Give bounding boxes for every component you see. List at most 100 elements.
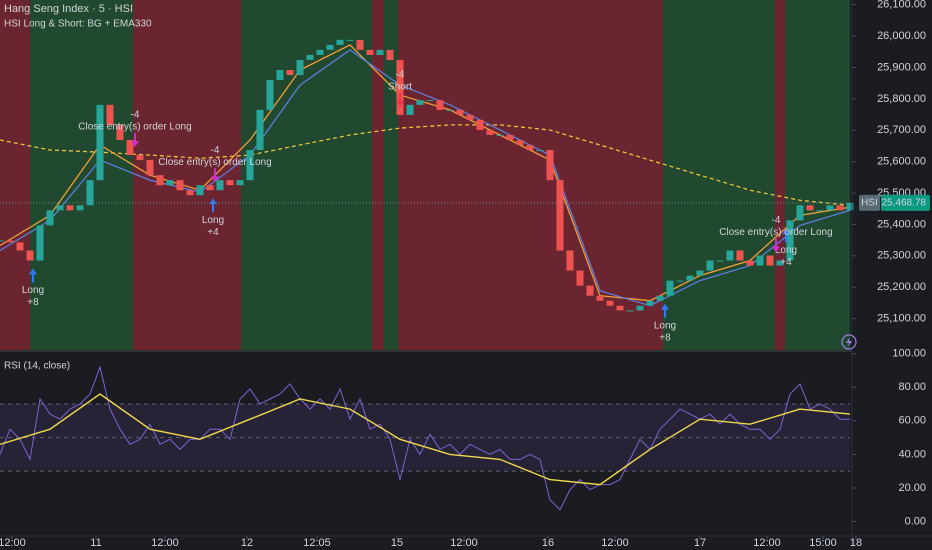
y-tick-label: 20.00	[898, 482, 926, 494]
x-tick-label: 12:00	[450, 537, 478, 549]
exit-arrow	[131, 133, 139, 148]
candle	[546, 150, 554, 181]
candle	[676, 280, 684, 282]
candle	[76, 205, 84, 211]
candle	[286, 70, 294, 76]
candle	[276, 70, 284, 81]
candle	[176, 180, 184, 191]
y-tick-label: 25,400.00	[877, 218, 926, 230]
candle	[736, 250, 744, 261]
y-tick-label: 25,300.00	[877, 250, 926, 262]
candle	[336, 39, 344, 45]
candle	[476, 119, 484, 130]
y-tick-label: 0.00	[905, 515, 926, 527]
x-tick-label: 11	[90, 537, 101, 549]
candle	[246, 150, 254, 181]
order-label: Long	[202, 215, 224, 226]
candle	[326, 44, 334, 50]
candle	[786, 220, 794, 261]
long-arrow	[209, 198, 217, 213]
signal-background	[384, 0, 398, 350]
candle	[806, 205, 814, 211]
candle	[516, 140, 524, 146]
exit-arrow	[211, 168, 219, 183]
candle	[526, 145, 534, 151]
order-label: Long	[775, 245, 797, 256]
x-tick-label: 17	[694, 537, 706, 549]
candle	[726, 250, 734, 261]
y-tick-label: 25,800.00	[877, 93, 926, 105]
candle	[706, 260, 714, 271]
strategy-label: HSI Long & Short: BG + EMA330	[4, 19, 152, 30]
candle	[386, 49, 394, 60]
candle	[486, 129, 494, 135]
candle	[576, 270, 584, 286]
candle	[796, 205, 804, 221]
candle	[266, 80, 274, 110]
candle	[116, 124, 124, 140]
candle	[716, 260, 724, 262]
candle	[446, 109, 454, 111]
x-tick-label: 16	[542, 537, 554, 549]
signal-background	[663, 0, 775, 350]
candle	[306, 54, 314, 60]
signal-background	[398, 0, 663, 350]
candle	[816, 210, 824, 212]
candle	[466, 114, 474, 120]
candle	[166, 180, 174, 186]
x-tick-label: 12:00	[151, 537, 179, 549]
order-qty: +4	[780, 257, 792, 268]
symbol-badge	[859, 194, 880, 211]
order-qty: -4	[772, 215, 781, 226]
candle	[366, 49, 374, 55]
candle	[66, 205, 74, 211]
rsi-title: RSI (14, close)	[4, 361, 70, 372]
candle	[156, 175, 164, 186]
candle	[236, 180, 244, 186]
x-tick-label: 12:00	[0, 537, 26, 549]
order-qty: -4	[396, 70, 405, 81]
candle	[756, 255, 764, 266]
x-tick-label: 12	[241, 537, 253, 549]
candle	[406, 104, 414, 115]
signal-background	[30, 0, 133, 350]
y-tick-label: 25,700.00	[877, 124, 926, 136]
y-tick-label: 25,200.00	[877, 281, 926, 293]
candle	[56, 205, 64, 211]
long-arrow	[782, 228, 790, 243]
candle	[626, 310, 634, 312]
signal-background	[372, 0, 384, 350]
candle	[596, 295, 604, 301]
candle	[106, 104, 114, 125]
candle	[196, 185, 204, 196]
candle	[566, 250, 574, 271]
candle	[346, 39, 354, 41]
candle	[666, 280, 674, 296]
candle	[746, 260, 754, 266]
signal-background	[241, 0, 372, 350]
candle	[96, 104, 104, 181]
candle	[396, 59, 404, 115]
candle	[556, 180, 564, 251]
order-label: Long	[22, 285, 44, 296]
y-tick-label: 25,100.00	[877, 313, 926, 325]
y-tick-label: 25,600.00	[877, 156, 926, 168]
candle	[256, 109, 264, 151]
chart-title: Hang Seng Index · 5 · HSI	[4, 3, 133, 15]
lightning-icon[interactable]	[841, 334, 857, 350]
candle	[646, 300, 654, 306]
long-arrow	[29, 268, 37, 283]
candle	[376, 49, 384, 55]
rsi-ma-line	[0, 393, 851, 486]
candle	[416, 100, 424, 105]
y-tick-label: 80.00	[898, 381, 926, 393]
candle	[776, 260, 784, 266]
candle	[356, 39, 364, 50]
candle	[606, 300, 614, 306]
y-tick-label: 26,000.00	[877, 30, 926, 42]
candle	[586, 285, 594, 296]
x-tick-label: 12:00	[601, 537, 629, 549]
last-price-label: 25,468.78	[882, 197, 927, 208]
candle	[46, 210, 54, 226]
candle	[436, 100, 444, 110]
